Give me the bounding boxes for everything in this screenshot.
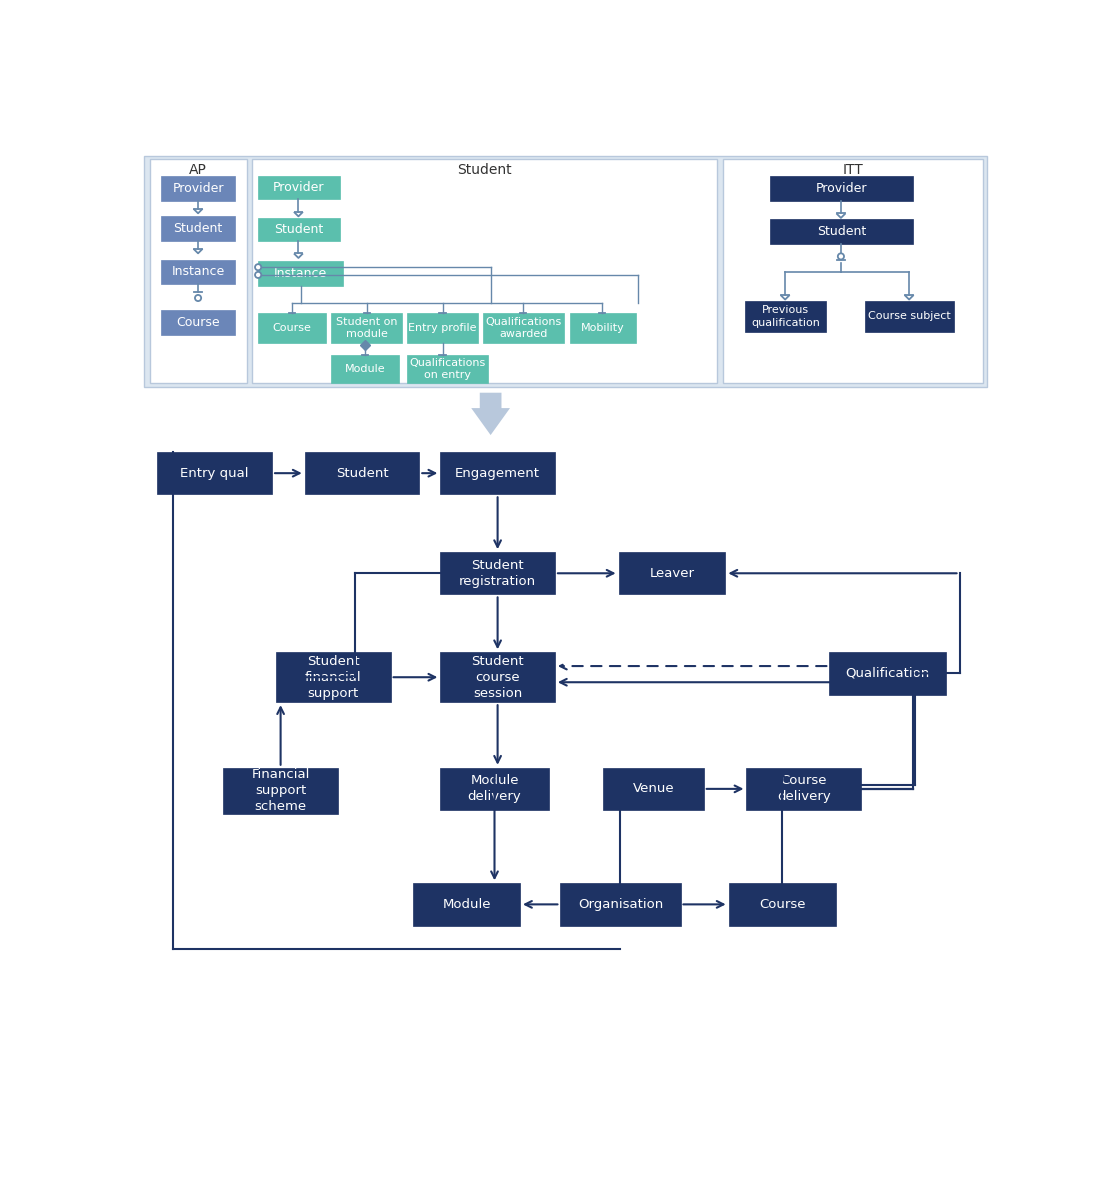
Bar (482, 313, 564, 343)
Bar (258, 218, 340, 241)
Text: Student: Student (274, 223, 323, 236)
Circle shape (255, 272, 262, 278)
Bar (769, 220, 913, 244)
Text: Engagement: Engagement (455, 467, 540, 480)
Text: Student
course
session: Student course session (471, 655, 524, 700)
Bar (407, 355, 488, 383)
Bar (407, 313, 478, 343)
Text: Qualification: Qualification (846, 667, 930, 680)
Text: Student: Student (457, 163, 512, 178)
Bar (440, 653, 555, 702)
Text: Module: Module (443, 898, 491, 911)
Text: Student: Student (817, 226, 866, 239)
Bar (258, 313, 327, 343)
Text: Student on
module: Student on module (336, 317, 397, 340)
Polygon shape (471, 392, 510, 436)
Bar (603, 768, 703, 810)
Text: Organisation: Organisation (577, 898, 664, 911)
Bar (258, 262, 343, 286)
Text: Provider: Provider (172, 182, 224, 196)
Text: Course subject: Course subject (868, 312, 951, 322)
Bar (158, 452, 272, 494)
Bar (723, 160, 983, 383)
Bar (223, 768, 338, 814)
Text: Leaver: Leaver (649, 566, 694, 580)
Text: Previous
qualification: Previous qualification (751, 305, 820, 328)
Text: Instance: Instance (171, 265, 225, 278)
Bar (769, 176, 913, 200)
Bar (161, 311, 235, 335)
Text: Module
delivery: Module delivery (468, 774, 521, 803)
Text: Student
financial
support: Student financial support (305, 655, 362, 700)
Bar (440, 452, 555, 494)
Bar (150, 160, 246, 383)
Bar (161, 259, 235, 284)
Circle shape (195, 295, 201, 301)
Bar (161, 216, 235, 241)
Bar (561, 883, 680, 925)
Text: Student: Student (336, 467, 389, 480)
Bar (252, 160, 716, 383)
Bar (145, 156, 987, 386)
Text: Module: Module (344, 364, 385, 374)
Circle shape (838, 253, 845, 259)
Bar (161, 176, 235, 200)
Text: Entry qual: Entry qual (180, 467, 250, 480)
Text: Student
registration: Student registration (459, 559, 537, 588)
Bar (864, 301, 954, 332)
Bar (440, 552, 555, 594)
Bar (276, 653, 391, 702)
Text: AP: AP (189, 163, 208, 178)
Text: Provider: Provider (816, 182, 867, 196)
Bar (570, 313, 636, 343)
Text: Student: Student (173, 222, 223, 235)
Text: Instance: Instance (274, 266, 328, 280)
Circle shape (255, 264, 262, 270)
Bar (413, 883, 520, 925)
Text: Financial
support
scheme: Financial support scheme (252, 768, 310, 814)
Bar (746, 768, 861, 810)
Bar (305, 452, 420, 494)
Text: Course: Course (177, 316, 220, 329)
Bar (729, 883, 836, 925)
Bar (618, 552, 725, 594)
Text: Course
delivery: Course delivery (777, 774, 830, 803)
Text: Venue: Venue (633, 782, 675, 796)
Bar (745, 301, 826, 332)
Text: Course: Course (273, 323, 311, 334)
Text: Entry profile: Entry profile (408, 323, 477, 334)
Bar (440, 768, 549, 810)
Text: Qualifications
awarded: Qualifications awarded (486, 317, 562, 340)
Text: Course: Course (758, 898, 805, 911)
Text: Qualifications
on entry: Qualifications on entry (410, 358, 486, 380)
Bar (829, 653, 945, 695)
Bar (331, 355, 400, 383)
Bar (331, 313, 402, 343)
Text: Provider: Provider (273, 181, 325, 194)
Text: ITT: ITT (842, 163, 863, 178)
Text: Mobility: Mobility (581, 323, 625, 334)
Bar (258, 176, 340, 199)
